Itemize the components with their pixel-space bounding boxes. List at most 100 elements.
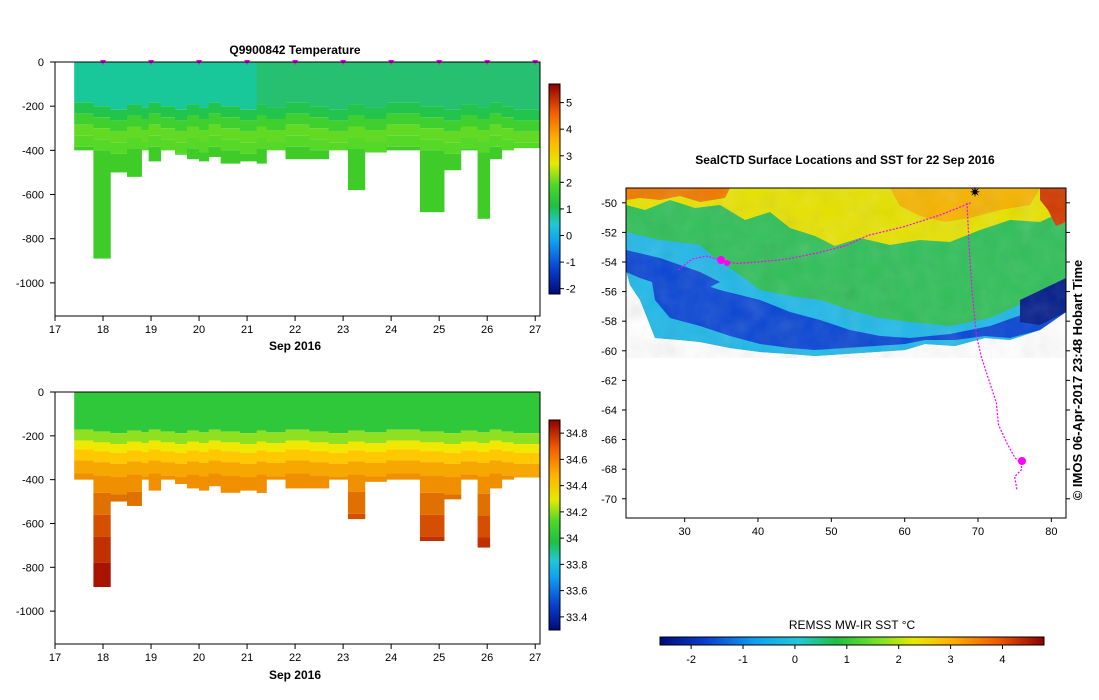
temp-cell-14-1: [266, 107, 286, 119]
sal-cell-6-4: [160, 462, 176, 476]
sal-cell-23-1: [460, 430, 479, 442]
sal-cell-7-3: [175, 452, 188, 464]
sal-cell-21-0: [419, 392, 445, 432]
sal-cell-22-0: [443, 392, 462, 434]
sal-cell-6-2: [160, 442, 176, 452]
temp-cell-24-5: [477, 152, 491, 219]
temp-cell-22-2: [443, 120, 462, 132]
seal-cluster-west-2: [724, 260, 730, 266]
temp-cell-25-5: [489, 146, 503, 160]
sal-cell-16-0: [309, 392, 330, 432]
temp-xtick-label-1: 18: [97, 324, 109, 336]
temp-cell-14-0: [266, 62, 286, 108]
sal-cell-2-3: [110, 452, 128, 464]
sal-cell-7-4: [175, 463, 188, 478]
sal-cell-16-4: [309, 462, 330, 476]
temp-cell-27-2: [513, 120, 541, 132]
temp-cell-15-0: [285, 62, 311, 103]
salinity-x-ticks: 17 18 19 20 21 22 23 24 25 26 27: [49, 644, 541, 664]
sal-cell-5-3: [148, 449, 162, 461]
sal-cell-11-2: [220, 442, 241, 452]
temp-cell-11-3: [220, 128, 241, 140]
sst-cb-label-5: 3: [948, 654, 954, 666]
temp-cell-10-5: [208, 146, 222, 157]
sal-cell-22-3: [443, 452, 462, 464]
sal-cell-21-6: [419, 492, 445, 515]
sal-cell-21-4: [419, 462, 445, 476]
map-title: SealCTD Surface Locations and SST for 22…: [695, 153, 995, 167]
sst-colorbar-label: REMSS MW-IR SST °C: [789, 618, 916, 632]
sal-xtick-label-6: 23: [337, 652, 349, 664]
temp-cell-0-2: [74, 113, 94, 125]
sal-cb-label-1: 33.6: [566, 586, 587, 598]
temp-cell-23-5: [460, 148, 479, 151]
temp-cell-24-2: [477, 118, 491, 131]
temp-cell-17-1: [328, 109, 349, 121]
sal-xtick-label-10: 27: [529, 652, 541, 664]
sal-cell-2-4: [110, 463, 128, 478]
sal-cell-1-2: [93, 442, 111, 452]
seal-cluster-west: [717, 256, 725, 264]
temp-cell-15-1: [285, 102, 311, 114]
temp-cell-13-2: [256, 115, 267, 127]
temp-cell-5-5: [148, 146, 162, 162]
sal-cell-3-0: [127, 392, 142, 431]
temp-cell-1-3: [93, 128, 111, 140]
sal-cb-label-2: 33.8: [566, 559, 587, 571]
map-ytick-label-7: -64: [601, 405, 617, 417]
temp-cell-12-1: [239, 109, 258, 121]
temp-cell-13-3: [256, 126, 267, 138]
sal-cell-24-6: [477, 493, 491, 516]
temp-cell-19-1: [364, 107, 387, 119]
sal-cell-9-2: [199, 443, 210, 453]
sal-cell-15-5: [285, 473, 311, 489]
sal-cell-1-7: [93, 514, 111, 537]
sal-cell-4-3: [141, 452, 150, 463]
sal-cell-16-5: [309, 475, 330, 489]
sal-cell-8-1: [187, 430, 200, 442]
sal-ytick-label-3: -600: [22, 518, 44, 530]
sal-cell-15-3: [285, 449, 311, 461]
salinity-section-panel: 17 18 19 20 21 22 23 24 25 26 27 0 -200 -400 -600 -800…: [16, 387, 588, 682]
temp-cell-1-5: [93, 150, 111, 259]
temp-cell-9-2: [199, 118, 210, 131]
sal-cell-6-3: [160, 451, 176, 463]
sal-cell-18-0: [347, 392, 366, 431]
sal-cell-15-2: [285, 440, 311, 450]
temp-cell-10-0: [208, 62, 222, 103]
sal-xtick-label-1: 18: [97, 652, 109, 664]
temp-cell-8-1: [187, 104, 200, 116]
sal-cell-26-5: [501, 475, 515, 480]
sal-cell-19-4: [364, 462, 387, 477]
temp-cell-17-4: [328, 142, 349, 151]
temp-cell-10-3: [208, 124, 222, 136]
sal-cell-1-6: [93, 492, 111, 515]
sal-cb-label-5: 34.4: [566, 481, 587, 493]
temp-cell-24-0: [477, 62, 491, 108]
seal-cluster-south: [1018, 457, 1026, 465]
temp-cell-15-3: [285, 124, 311, 136]
sal-cell-2-5: [110, 477, 128, 495]
temp-cell-20-0: [386, 62, 421, 103]
temp-cell-16-1: [309, 106, 330, 118]
sal-cb-label-3: 34: [566, 533, 578, 545]
sal-cell-22-1: [443, 433, 462, 445]
sal-cell-20-5: [386, 473, 421, 480]
temp-cell-8-3: [187, 126, 200, 138]
sal-xtick-label-0: 17: [49, 652, 61, 664]
temp-cell-20-3: [386, 124, 421, 136]
seal-track-north: [676, 202, 971, 272]
sal-cell-10-2: [208, 440, 222, 450]
sal-cell-0-5: [74, 473, 94, 480]
sal-cell-26-2: [501, 442, 515, 452]
sal-xtick-label-8: 25: [433, 652, 445, 664]
sal-cell-26-0: [501, 392, 515, 432]
sal-xtick-label-4: 21: [241, 652, 253, 664]
temp-cell-3-3: [127, 126, 142, 138]
temp-cell-17-2: [328, 120, 349, 132]
temp-cell-18-3: [347, 126, 366, 138]
temp-cell-10-4: [208, 135, 222, 147]
temp-cell-18-0: [347, 62, 366, 105]
temp-cell-7-0: [175, 62, 188, 110]
map-ytick-label-2: -54: [601, 257, 617, 269]
